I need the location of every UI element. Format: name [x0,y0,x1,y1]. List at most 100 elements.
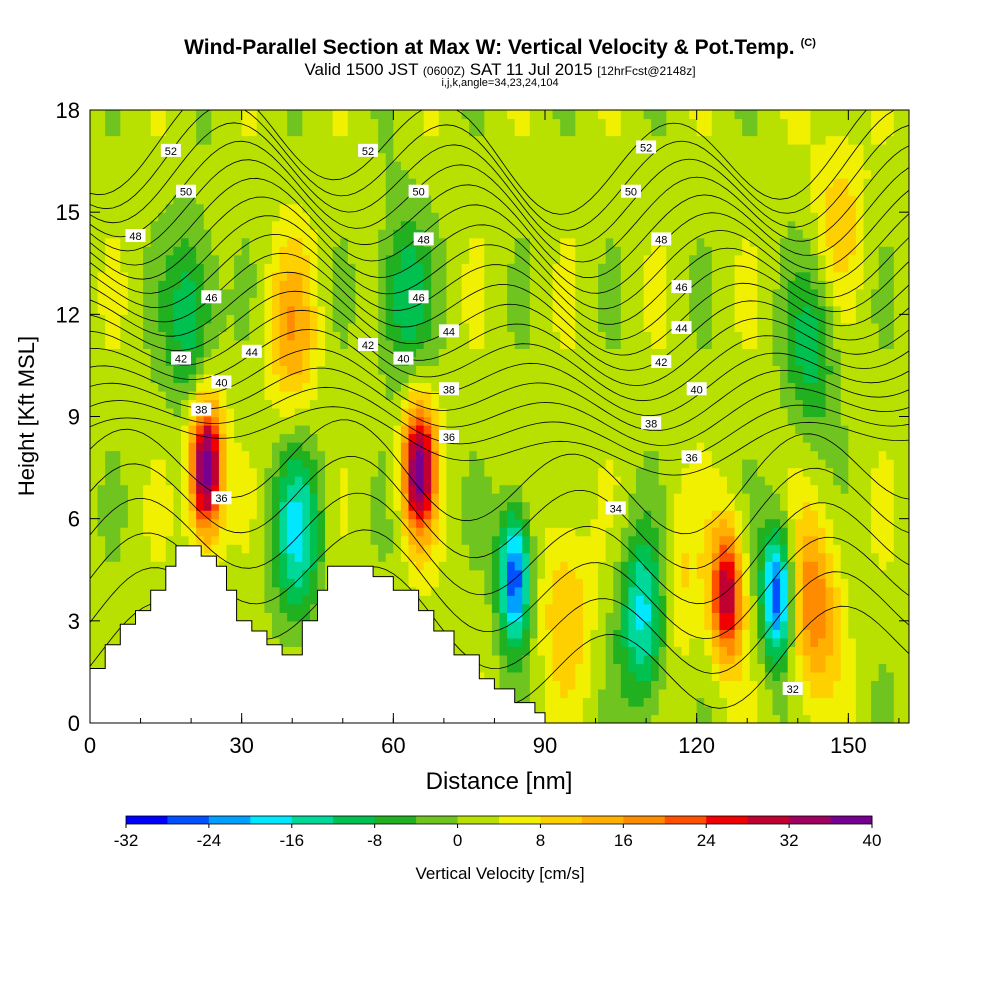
w-cell [416,510,425,520]
w-cell [127,297,137,307]
w-cell [355,535,364,545]
w-cell [340,373,349,384]
w-cell [173,510,182,520]
w-cell [529,127,539,137]
w-cell [234,322,243,332]
w-cell [438,305,448,315]
w-cell [613,578,622,588]
w-cell [454,510,463,520]
w-cell [522,416,531,426]
w-cell [317,535,326,545]
w-cell [408,135,417,145]
w-cell [423,331,432,341]
w-cell [309,399,319,409]
w-cell [105,390,114,401]
w-cell [446,135,455,145]
w-cell [173,382,182,392]
w-cell [408,484,417,494]
w-cell [590,161,599,171]
w-cell [560,280,569,290]
w-cell [514,459,523,469]
w-cell [90,322,99,332]
w-cell [408,169,417,179]
w-cell [529,144,539,154]
w-cell [476,229,485,239]
w-cell [537,620,546,630]
w-cell [575,161,584,171]
w-cell [272,203,281,213]
w-cell [158,373,167,384]
w-cell [469,416,478,426]
w-cell [552,552,561,562]
w-cell [173,135,182,145]
w-cell [499,229,508,239]
w-cell [165,459,175,469]
w-cell [416,161,425,171]
w-cell [385,254,394,264]
w-cell [287,399,296,409]
w-cell [507,288,516,298]
w-cell [256,399,266,409]
w-cell [575,493,584,503]
w-cell [514,467,523,477]
w-cell [560,527,569,537]
w-cell [249,127,258,137]
w-cell [491,663,501,673]
w-cell [431,535,440,545]
w-cell [302,152,311,162]
w-cell [294,510,303,520]
w-cell [484,118,493,128]
w-cell [590,680,599,690]
w-cell [287,450,296,460]
w-cell [347,450,357,460]
w-cell [203,365,212,375]
w-cell [218,501,228,511]
w-cell [150,527,159,537]
w-cell [234,407,243,418]
w-cell [188,425,197,435]
w-cell [454,646,463,656]
w-cell [302,493,311,503]
w-cell [461,314,470,324]
w-cell [613,697,622,707]
w-cell [135,561,144,571]
w-cell [469,127,478,137]
w-cell [582,161,592,171]
w-cell [514,450,523,460]
w-cell [325,510,334,520]
w-cell [355,527,364,537]
w-cell [203,322,212,332]
w-cell [317,339,326,349]
w-cell [90,586,99,596]
w-cell [90,229,99,239]
w-cell [438,578,448,588]
w-cell [393,527,402,537]
w-cell [423,407,432,418]
w-cell [112,263,121,273]
w-cell [416,425,425,435]
w-cell [188,501,197,511]
w-cell [552,697,561,707]
w-cell [499,288,508,298]
w-cell [484,263,493,273]
w-cell [431,552,440,562]
w-cell [613,620,622,630]
w-cell [370,476,379,486]
w-cell [431,544,440,554]
w-cell [598,518,607,528]
w-cell [90,331,99,341]
w-cell [196,450,205,460]
w-cell [181,254,190,264]
w-cell [454,271,463,281]
w-cell [165,297,175,307]
w-cell [469,518,478,528]
w-cell [317,135,326,145]
w-cell [431,110,440,120]
w-cell [135,501,144,511]
w-cell [567,416,576,426]
w-cell [188,493,197,503]
w-cell [507,467,516,477]
w-cell [120,212,129,222]
w-cell [272,527,281,537]
w-cell [545,578,554,588]
